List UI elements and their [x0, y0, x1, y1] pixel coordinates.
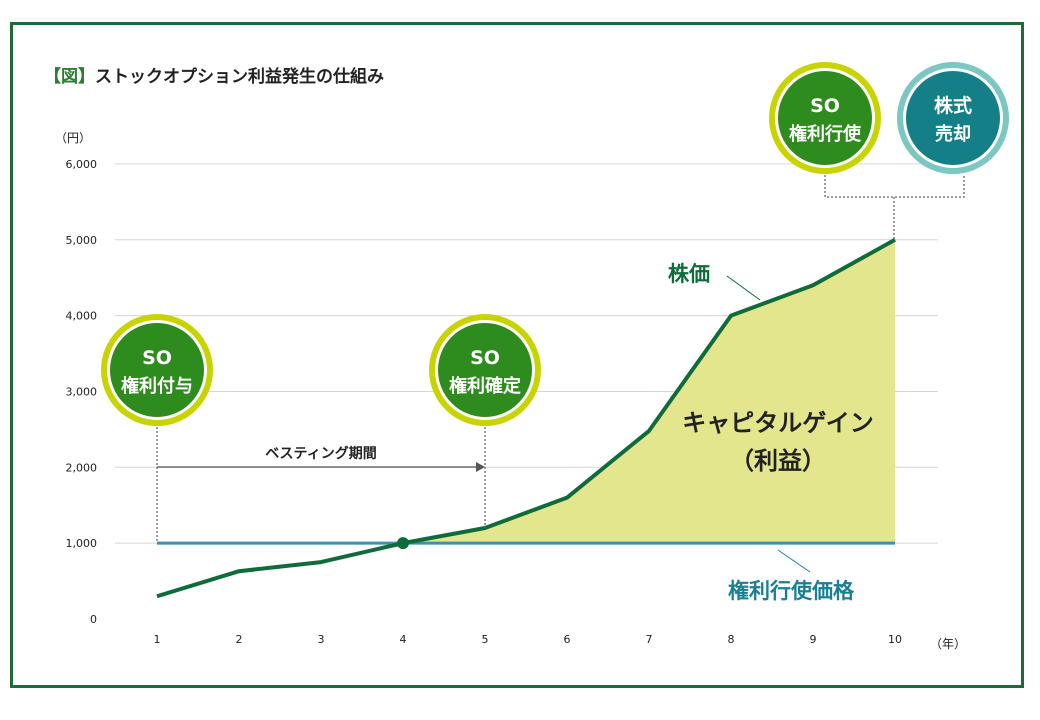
event-label-vested-line2: 権利確定 — [449, 375, 521, 397]
x-tick-label: 4 — [400, 633, 407, 646]
stock-price-line — [156, 238, 896, 599]
event-label-exercise-line1: SO — [810, 95, 840, 117]
strike-label-leader — [777, 549, 811, 573]
event-circle-sell — [906, 71, 1000, 165]
event-circle-grant — [110, 323, 204, 417]
x-tick-label: 9 — [810, 633, 817, 646]
x-tick-label: 3 — [318, 633, 325, 646]
x-tick-label: 2 — [236, 633, 243, 646]
price-label-leader — [726, 275, 761, 301]
title-text: ストックオプション利益発生の仕組み — [95, 67, 384, 87]
y-tick-label: 6,000 — [66, 158, 98, 171]
event-label-grant-line2: 権利付与 — [121, 375, 193, 397]
y-tick-label: 3,000 — [66, 385, 98, 398]
vesting-arrow-head — [476, 462, 485, 472]
y-tick-label: 1,000 — [66, 537, 98, 550]
exercise-sell-bracket — [824, 175, 965, 198]
capital-gain-area — [403, 239, 895, 544]
event-label-sell-line2: 売却 — [935, 123, 971, 145]
area-label-line2: （利益） — [730, 447, 826, 475]
x-tick-label: 10 — [888, 633, 902, 646]
series-label-price: 株価 — [668, 262, 710, 286]
event-label-grant-line1: SO — [142, 347, 172, 369]
event-label-vested-line1: SO — [470, 347, 500, 369]
y-tick-label: 5,000 — [66, 234, 98, 247]
tick-layer: 0 1,000 2,000 3,000 4,000 5,000 6,000 （円） 1 2 3 4 5 6… — [55, 131, 966, 651]
vesting-label: ベスティング期間 — [265, 445, 376, 462]
x-tick-label: 8 — [728, 633, 735, 646]
area-label-line1: キャピタルゲイン — [682, 409, 874, 437]
event-circle-exercise — [778, 71, 872, 165]
y-unit-label: （円） — [55, 131, 91, 145]
y-tick-label: 4,000 — [66, 310, 98, 323]
y-tick-label: 2,000 — [66, 461, 98, 474]
price-point — [397, 537, 409, 550]
chart-title: 【図】ストックオプション利益発生の仕組み — [44, 62, 384, 87]
event-label-sell-line1: 株式 — [934, 94, 972, 117]
figure-frame — [10, 22, 1024, 688]
event-circle-vested — [438, 323, 532, 417]
x-tick-label: 7 — [646, 633, 653, 646]
x-tick-label: 5 — [482, 633, 489, 646]
area-layer — [403, 239, 895, 544]
title-bracket: 【図】 — [44, 67, 95, 87]
series-label-strike: 権利行使価格 — [728, 579, 855, 603]
x-unit-label: （年） — [930, 637, 966, 651]
event-label-exercise-line2: 権利行使 — [789, 123, 862, 145]
line-layer — [156, 238, 896, 599]
y-tick-label: 0 — [90, 613, 97, 626]
x-tick-label: 1 — [154, 633, 161, 646]
x-tick-label: 6 — [564, 633, 571, 646]
